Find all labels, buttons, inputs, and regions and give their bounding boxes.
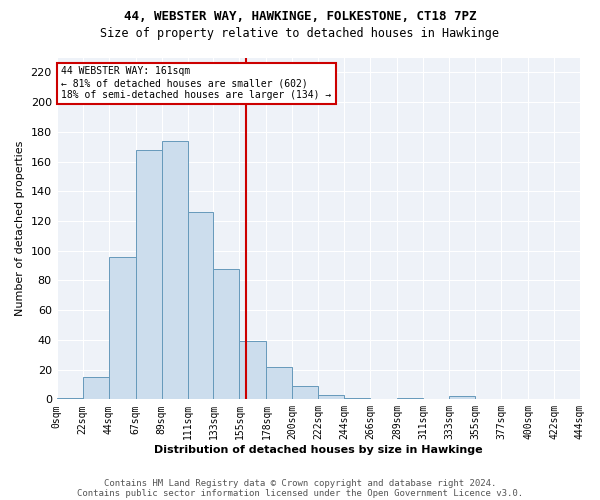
Bar [109, 256, 136, 400]
Bar [187, 212, 214, 400]
Y-axis label: Number of detached properties: Number of detached properties [15, 140, 25, 316]
Bar [83, 377, 109, 400]
Bar [56, 398, 83, 400]
Text: Contains public sector information licensed under the Open Government Licence v3: Contains public sector information licen… [77, 490, 523, 498]
Bar [214, 268, 239, 400]
Text: Contains HM Land Registry data © Crown copyright and database right 2024.: Contains HM Land Registry data © Crown c… [104, 478, 496, 488]
Bar [449, 396, 475, 400]
Text: 44 WEBSTER WAY: 161sqm
← 81% of detached houses are smaller (602)
18% of semi-de: 44 WEBSTER WAY: 161sqm ← 81% of detached… [61, 66, 332, 100]
Bar [239, 342, 266, 400]
X-axis label: Distribution of detached houses by size in Hawkinge: Distribution of detached houses by size … [154, 445, 482, 455]
Bar [161, 140, 187, 400]
Bar [266, 366, 292, 400]
Text: 44, WEBSTER WAY, HAWKINGE, FOLKESTONE, CT18 7PZ: 44, WEBSTER WAY, HAWKINGE, FOLKESTONE, C… [124, 10, 476, 23]
Bar [136, 150, 161, 400]
Bar [344, 398, 370, 400]
Bar [292, 386, 319, 400]
Text: Size of property relative to detached houses in Hawkinge: Size of property relative to detached ho… [101, 28, 499, 40]
Bar [397, 398, 423, 400]
Bar [319, 395, 344, 400]
